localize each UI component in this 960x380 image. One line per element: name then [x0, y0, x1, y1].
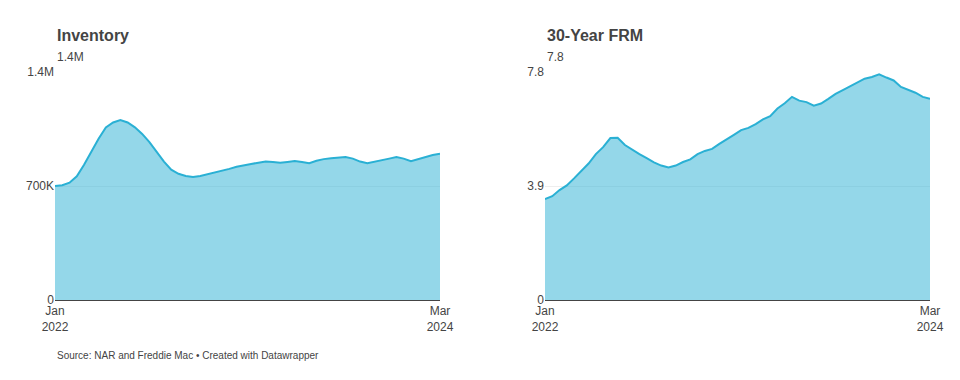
- svg-text:3.9: 3.9: [527, 179, 544, 193]
- svg-text:700K: 700K: [26, 179, 54, 193]
- svg-text:1.4M: 1.4M: [27, 65, 54, 79]
- svg-text:Mar2024: Mar2024: [427, 304, 454, 334]
- svg-text:7.8: 7.8: [527, 65, 544, 79]
- svg-text:0: 0: [537, 293, 544, 307]
- svg-text:Source: NAR and Freddie Mac •: Source: NAR and Freddie Mac • Created wi…: [57, 350, 319, 361]
- svg-text:30-Year FRM: 30-Year FRM: [547, 27, 643, 44]
- svg-text:7.8: 7.8: [547, 50, 564, 64]
- svg-text:0: 0: [47, 293, 54, 307]
- svg-text:Mar2024: Mar2024: [917, 304, 944, 334]
- svg-text:Jan2022: Jan2022: [532, 304, 559, 334]
- svg-text:Inventory: Inventory: [57, 27, 129, 44]
- svg-text:Jan2022: Jan2022: [42, 304, 69, 334]
- svg-text:1.4M: 1.4M: [57, 50, 84, 64]
